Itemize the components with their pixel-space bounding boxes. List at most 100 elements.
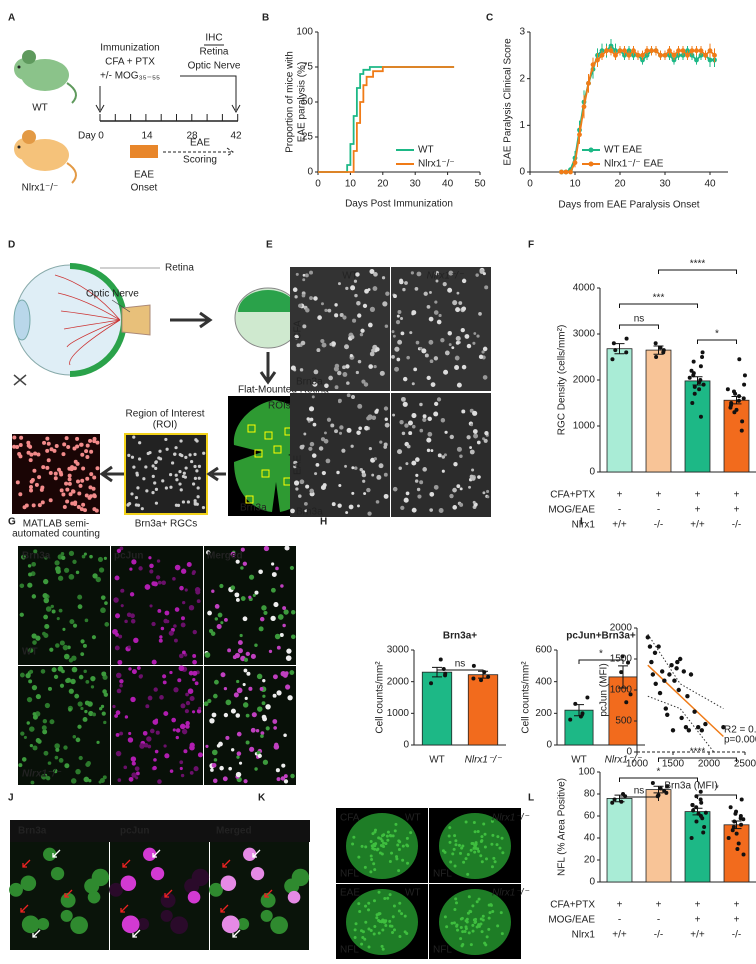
cell bbox=[132, 435, 136, 439]
cell bbox=[29, 488, 34, 493]
cell bbox=[272, 719, 278, 724]
label: WT bbox=[32, 103, 48, 114]
cell bbox=[31, 503, 36, 508]
mouse-ear bbox=[22, 130, 36, 144]
data-point bbox=[741, 396, 746, 401]
cell bbox=[56, 617, 60, 621]
y-tick-label: 400 bbox=[535, 676, 552, 687]
cell bbox=[421, 348, 427, 354]
cell bbox=[143, 847, 157, 861]
y-tick-label: 20 bbox=[584, 855, 596, 866]
cell bbox=[42, 718, 48, 724]
cell bbox=[300, 340, 306, 346]
data-point bbox=[703, 810, 708, 815]
fiber bbox=[464, 857, 468, 861]
cell bbox=[85, 476, 90, 481]
cell bbox=[162, 680, 167, 685]
error-bar bbox=[618, 665, 628, 689]
cell bbox=[403, 497, 409, 503]
fiber bbox=[380, 944, 384, 948]
label: pcJun bbox=[120, 826, 149, 837]
arrow bbox=[22, 859, 31, 868]
fiber bbox=[480, 860, 484, 864]
pointer bbox=[111, 299, 131, 313]
cell bbox=[61, 555, 66, 560]
cell bbox=[84, 709, 88, 714]
fiber bbox=[476, 847, 480, 851]
cell bbox=[413, 367, 418, 372]
cell bbox=[55, 568, 61, 575]
cell bbox=[333, 366, 339, 372]
cell bbox=[259, 616, 265, 622]
cell bbox=[109, 882, 123, 897]
fiber bbox=[394, 822, 398, 826]
cell bbox=[85, 679, 90, 684]
fiber bbox=[448, 826, 452, 830]
cell bbox=[304, 509, 308, 513]
marker bbox=[649, 48, 654, 54]
cell bbox=[201, 506, 206, 510]
label: Optic Nerve bbox=[86, 289, 139, 300]
cell bbox=[339, 425, 344, 430]
cell bbox=[375, 347, 380, 352]
sig-bracket bbox=[578, 659, 624, 664]
cell bbox=[193, 499, 197, 503]
point bbox=[649, 659, 654, 665]
cell bbox=[184, 709, 189, 714]
cell bbox=[92, 475, 97, 480]
cell bbox=[346, 381, 350, 385]
cell bbox=[155, 575, 161, 580]
cell bbox=[49, 447, 54, 452]
cell bbox=[92, 439, 97, 444]
cell bbox=[193, 502, 197, 506]
cell bbox=[440, 338, 445, 343]
cell bbox=[277, 614, 284, 620]
cell bbox=[180, 703, 186, 709]
cell bbox=[257, 706, 263, 712]
cell bbox=[254, 643, 258, 648]
cell bbox=[120, 604, 124, 608]
cell bbox=[135, 471, 139, 475]
cell bbox=[183, 749, 188, 754]
cell bbox=[98, 567, 105, 573]
fiber bbox=[406, 861, 410, 865]
cell bbox=[119, 731, 124, 736]
cell bbox=[152, 765, 157, 771]
fiber bbox=[388, 924, 392, 928]
cell bbox=[115, 733, 120, 737]
cell bbox=[28, 679, 33, 684]
cell bbox=[346, 427, 352, 433]
fiber bbox=[445, 925, 449, 929]
fiber bbox=[473, 850, 477, 854]
cell bbox=[49, 719, 55, 725]
cell bbox=[260, 909, 273, 922]
cell bbox=[276, 777, 281, 782]
cell bbox=[59, 683, 65, 688]
data-point bbox=[725, 387, 730, 392]
cell bbox=[171, 461, 175, 465]
cell bbox=[242, 682, 246, 687]
cell bbox=[81, 466, 86, 471]
fiber bbox=[477, 897, 481, 901]
cell bbox=[411, 382, 415, 386]
annotation: p=0.0005 bbox=[724, 735, 756, 746]
cell bbox=[345, 364, 350, 369]
cell bbox=[45, 606, 52, 612]
fiber bbox=[396, 843, 400, 847]
cell bbox=[223, 712, 229, 718]
cell bbox=[415, 457, 420, 462]
cell bbox=[153, 687, 158, 692]
cell bbox=[394, 366, 399, 372]
fiber bbox=[388, 859, 392, 863]
fiber bbox=[351, 842, 355, 846]
cell bbox=[406, 444, 411, 449]
cell bbox=[466, 435, 471, 440]
fiber bbox=[395, 857, 399, 861]
cell bbox=[175, 728, 181, 733]
cell bbox=[146, 451, 150, 456]
y-tick-label: 1000 bbox=[573, 421, 596, 432]
cell bbox=[130, 455, 135, 459]
cell bbox=[274, 633, 281, 640]
cell bbox=[63, 745, 68, 750]
cell bbox=[255, 729, 260, 733]
